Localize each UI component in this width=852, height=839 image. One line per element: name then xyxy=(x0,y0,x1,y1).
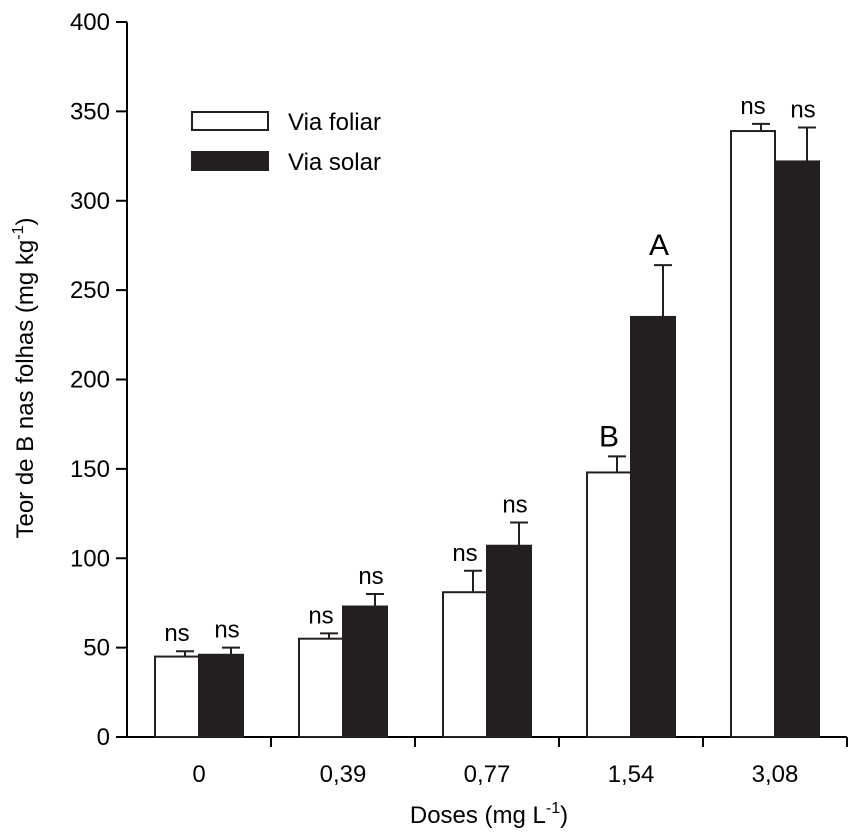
legend-label: Via solar xyxy=(288,149,381,176)
legend-label: Via foliar xyxy=(288,109,381,136)
significance-label: B xyxy=(599,420,619,453)
bar xyxy=(154,655,200,738)
significance-label: ns xyxy=(740,93,765,120)
x-tick-label: 3,08 xyxy=(752,761,799,788)
x-axis-label: Doses (mg L-1) xyxy=(410,800,568,829)
bar xyxy=(586,471,632,738)
chart-axes: 0 50 100 150 200 250 300 350 400 0 0,39 0,77 1,54 3,0… xyxy=(70,9,848,788)
y-axis-label: Teor de B nas folhas (mg kg-1) xyxy=(10,217,39,538)
legend-swatch xyxy=(191,151,269,171)
bar xyxy=(774,160,820,739)
x-tick-label: 0,77 xyxy=(464,761,511,788)
bar xyxy=(630,315,676,738)
y-tick-label: 100 xyxy=(70,545,110,572)
y-tick-label: 350 xyxy=(70,98,110,125)
significance-label: ns xyxy=(790,96,815,123)
y-tick-label: 250 xyxy=(70,277,110,304)
x-tick-label: 0,39 xyxy=(320,761,367,788)
significance-label: ns xyxy=(214,617,239,644)
bar xyxy=(198,653,244,739)
x-tick-label: 0 xyxy=(192,761,205,788)
y-tick-label: 50 xyxy=(83,635,110,662)
significance-label: ns xyxy=(164,620,189,647)
bar xyxy=(730,130,776,739)
y-tick-label: 300 xyxy=(70,188,110,215)
legend-swatch xyxy=(191,111,269,131)
y-tick-label: 200 xyxy=(70,367,110,394)
bar xyxy=(442,591,488,739)
y-tick-label: 400 xyxy=(70,9,110,36)
chart-legend: Via foliar Via solar xyxy=(191,109,381,176)
significance-label: ns xyxy=(358,563,383,590)
y-tick-label: 0 xyxy=(97,724,110,751)
significance-label: ns xyxy=(502,492,527,519)
bar xyxy=(342,605,388,739)
y-tick-label: 150 xyxy=(70,456,110,483)
significance-label: ns xyxy=(308,602,333,629)
bar xyxy=(298,637,344,738)
bar xyxy=(486,544,532,738)
significance-label: ns xyxy=(452,540,477,567)
significance-label: A xyxy=(649,229,669,262)
x-tick-label: 1,54 xyxy=(608,761,655,788)
